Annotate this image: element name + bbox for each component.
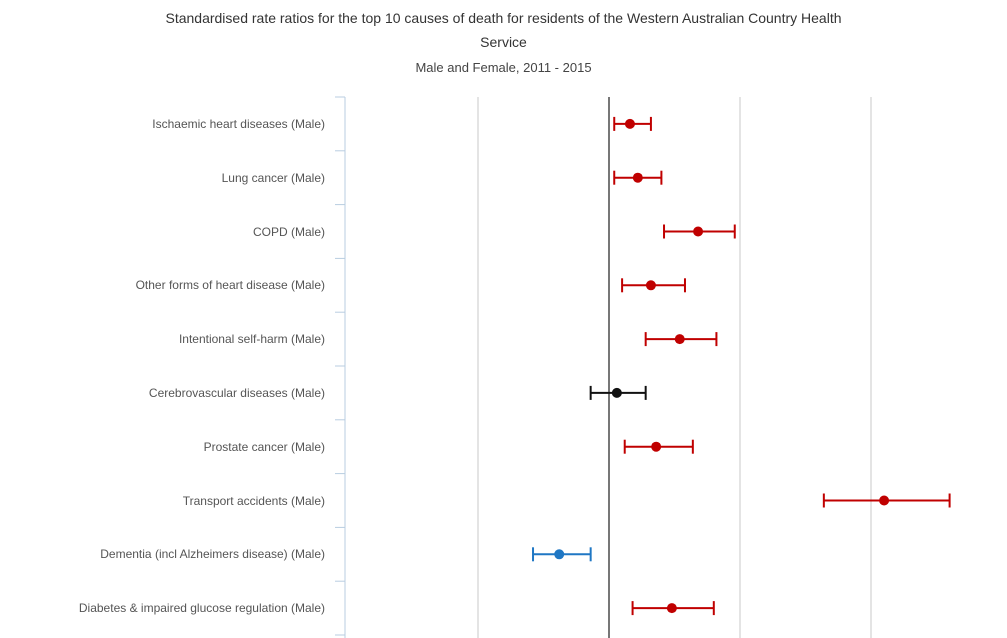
- rate-ratio-point: [651, 441, 662, 452]
- category-label: Diabetes & impaired glucose regulation (…: [78, 601, 325, 616]
- category-label: Lung cancer (Male): [221, 170, 325, 185]
- category-label: Ischaemic heart diseases (Male): [152, 116, 325, 131]
- category-label: Intentional self-harm (Male): [178, 332, 325, 347]
- rate-ratio-point: [693, 226, 704, 237]
- category-label: Dementia (incl Alzheimers disease) (Male…: [100, 547, 325, 562]
- rate-ratio-point: [879, 495, 890, 506]
- rate-ratio-point: [666, 603, 677, 614]
- rate-ratio-point: [554, 549, 565, 560]
- chart-subtitle: Male and Female, 2011 - 2015: [415, 60, 592, 75]
- category-label: Transport accidents (Male): [182, 493, 325, 508]
- rate-ratio-point: [611, 387, 622, 398]
- chart-title-line-2: Service: [480, 34, 527, 50]
- chart-title-line-1: Standardised rate ratios for the top 10 …: [165, 10, 842, 26]
- rate-ratio-point: [645, 280, 656, 291]
- category-label: Prostate cancer (Male): [203, 439, 325, 454]
- category-label: Cerebrovascular diseases (Male): [148, 385, 325, 400]
- category-label: Other forms of heart disease (Male): [135, 278, 325, 293]
- category-label: COPD (Male): [252, 224, 325, 239]
- rate-ratio-point: [624, 118, 635, 129]
- rate-ratio-point: [674, 334, 685, 345]
- rate-ratio-point: [632, 172, 643, 183]
